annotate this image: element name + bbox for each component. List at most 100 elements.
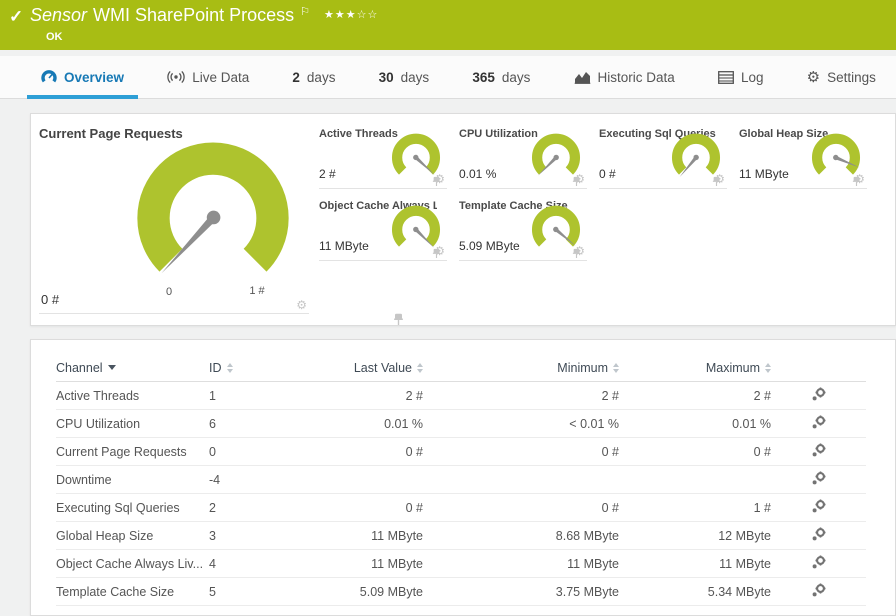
- status-badge: OK: [46, 31, 63, 43]
- sensor-title: WMI SharePoint Process: [93, 5, 295, 25]
- gauge-current-page-requests: Current Page Requests 0 1 # 0 # ⚙: [31, 114, 404, 325]
- channel-settings-icon[interactable]: [810, 498, 827, 515]
- channel-id: 5: [209, 577, 301, 606]
- gauge-template-cache-size: Template Cache Size 5.09 MByte ⚙: [459, 198, 587, 261]
- gauge-executing-sql-queries: Executing Sql Queries 0 # ⚙: [599, 126, 727, 189]
- channel-minimum: 11 MByte: [423, 549, 619, 578]
- sort-icon: [226, 362, 233, 373]
- pin-icon[interactable]: [712, 176, 721, 187]
- channel-name: Object Cache Always Liv...: [56, 549, 209, 578]
- ok-check-icon: ✓: [9, 7, 24, 26]
- live-data-icon: [167, 70, 185, 84]
- channel-last-value: 5.09 MByte: [301, 577, 423, 606]
- gauge-settings-gear-icon[interactable]: ⚙: [434, 172, 445, 186]
- pin-icon[interactable]: [572, 176, 581, 187]
- gauge-dial: [391, 133, 441, 175]
- channel-settings-icon[interactable]: [810, 526, 827, 543]
- channel-minimum: 2 #: [423, 381, 619, 410]
- channel-settings-icon[interactable]: [810, 414, 827, 431]
- gear-icon: ⚙: [806, 68, 821, 86]
- channel-settings-icon[interactable]: [810, 554, 827, 571]
- channel-name: Executing Sql Queries: [56, 493, 209, 522]
- tab-live-data[interactable]: Live Data: [153, 56, 263, 98]
- channel-name: Downtime: [56, 465, 209, 494]
- gauge-settings-gear-icon[interactable]: ⚙: [434, 244, 445, 258]
- gauge-settings-gear-icon[interactable]: ⚙: [296, 298, 307, 312]
- channel-last-value: 0 #: [301, 437, 423, 466]
- tab-overview[interactable]: Overview: [27, 56, 139, 99]
- gauge-dial: [391, 205, 441, 248]
- channel-maximum: 2 #: [619, 381, 771, 410]
- table-header-row: Channel ID Last Value Minimum Maximum: [56, 354, 866, 382]
- pin-icon[interactable]: [432, 176, 441, 187]
- table-row: Executing Sql Queries 2 0 # 0 # 1 #: [56, 493, 866, 522]
- gauge-dial: [531, 205, 581, 247]
- pin-icon[interactable]: [852, 176, 861, 187]
- channel-name: Global Heap Size: [56, 521, 209, 550]
- sensor-status-header: ✓ Sensor WMI SharePoint Process ⚐ ★★★☆☆ OK: [0, 0, 896, 50]
- gauge-global-heap-size: Global Heap Size 11 MByte ⚙: [739, 126, 867, 189]
- channel-minimum: 3.75 MByte: [423, 577, 619, 606]
- tab-settings[interactable]: ⚙ Settings: [806, 68, 876, 86]
- sort-header-maximum[interactable]: Maximum: [619, 354, 771, 382]
- channel-maximum: 12 MByte: [619, 521, 771, 550]
- channel-name: Template Cache Size: [56, 577, 209, 606]
- log-list-icon: [718, 70, 734, 84]
- channel-id: 4: [209, 549, 301, 578]
- sort-icon: [417, 362, 423, 373]
- pin-icon[interactable]: [572, 248, 581, 259]
- channel-minimum: 0 #: [423, 493, 619, 522]
- sort-header-last-value[interactable]: Last Value: [301, 354, 423, 382]
- channel-name: CPU Utilization: [56, 409, 209, 438]
- channel-settings-icon[interactable]: [810, 582, 827, 599]
- channel-settings-icon[interactable]: [810, 470, 827, 487]
- tab-2-days[interactable]: 2 days: [292, 69, 336, 85]
- table-row: Active Threads 1 2 # 2 # 2 #: [56, 381, 866, 410]
- gauge-needle: [161, 210, 221, 274]
- sort-desc-icon: [107, 365, 116, 370]
- sort-header-minimum[interactable]: Minimum: [423, 354, 619, 382]
- table-row: Global Heap Size 3 11 MByte 8.68 MByte 1…: [56, 521, 866, 550]
- gauge-dial: [531, 133, 581, 176]
- table-row: Object Cache Always Liv... 4 11 MByte 11…: [56, 549, 866, 578]
- priority-flag-icon[interactable]: ⚐: [300, 6, 310, 18]
- channels-table-panel: Channel ID Last Value Minimum Maximum Ac…: [30, 339, 896, 616]
- channel-settings-icon[interactable]: [810, 386, 827, 403]
- channel-name: Active Threads: [56, 381, 209, 410]
- gauge-last-value: 0 #: [41, 292, 60, 307]
- tab-historic-data[interactable]: Historic Data: [560, 56, 689, 98]
- sensor-type-label: Sensor: [30, 5, 88, 25]
- sensor-tab-bar: Overview Live Data 2 days 30 days 365 da…: [0, 56, 896, 99]
- tab-30-days[interactable]: 30 days: [378, 69, 430, 85]
- gauge-settings-gear-icon[interactable]: ⚙: [574, 172, 585, 186]
- channel-id: 6: [209, 409, 301, 438]
- channel-minimum: [423, 465, 619, 494]
- channel-last-value: 0.01 %: [301, 409, 423, 438]
- pin-icon[interactable]: [432, 248, 441, 259]
- channel-maximum: 11 MByte: [619, 549, 771, 578]
- channel-settings-icon[interactable]: [810, 442, 827, 459]
- channel-maximum: [619, 465, 771, 494]
- sort-header-id[interactable]: ID: [209, 354, 301, 382]
- gauge-settings-gear-icon[interactable]: ⚙: [714, 172, 725, 186]
- gauge-icon: [41, 70, 57, 83]
- sort-header-channel[interactable]: Channel: [56, 354, 209, 382]
- tab-365-days[interactable]: 365 days: [472, 69, 531, 85]
- gauge-scale-min: 0: [165, 286, 173, 298]
- pin-icon[interactable]: [393, 313, 404, 326]
- table-row: Template Cache Size 5 5.09 MByte 3.75 MB…: [56, 577, 866, 606]
- gauge-settings-gear-icon[interactable]: ⚙: [854, 172, 865, 186]
- gauge-settings-gear-icon[interactable]: ⚙: [574, 244, 585, 258]
- gauge-active-threads: Active Threads 2 # ⚙: [319, 126, 447, 189]
- small-gauges-grid: Active Threads 2 # ⚙ CPU Utilization 0.0…: [309, 114, 895, 325]
- gauge-dial: [671, 133, 721, 178]
- table-row: Current Page Requests 0 0 # 0 # 0 #: [56, 437, 866, 466]
- priority-stars[interactable]: ★★★☆☆: [324, 9, 379, 21]
- channel-minimum: 8.68 MByte: [423, 521, 619, 550]
- channel-last-value: 0 #: [301, 493, 423, 522]
- gauge-dial: [811, 133, 861, 175]
- gauge-cpu-utilization: CPU Utilization 0.01 % ⚙: [459, 126, 587, 189]
- channel-last-value: 2 #: [301, 381, 423, 410]
- channels-table: Channel ID Last Value Minimum Maximum Ac…: [56, 354, 866, 606]
- tab-log[interactable]: Log: [704, 56, 778, 98]
